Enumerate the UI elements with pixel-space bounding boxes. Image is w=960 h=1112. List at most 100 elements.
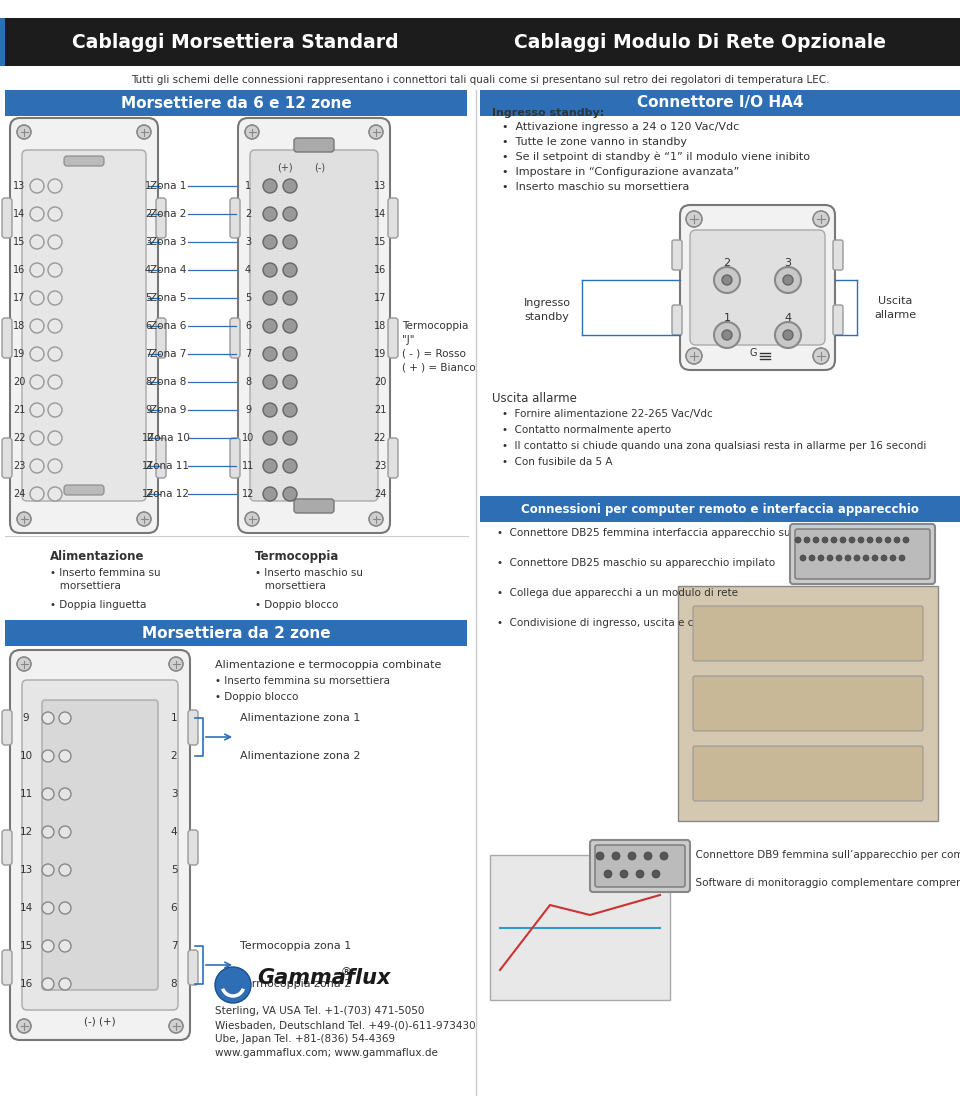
Text: Morsettiere da 6 e 12 zone: Morsettiere da 6 e 12 zone bbox=[121, 96, 351, 110]
Circle shape bbox=[42, 826, 54, 838]
Text: 18: 18 bbox=[373, 321, 386, 331]
Text: 11: 11 bbox=[142, 461, 155, 471]
Circle shape bbox=[283, 403, 297, 417]
Text: 2: 2 bbox=[245, 209, 252, 219]
Text: 1: 1 bbox=[145, 181, 151, 191]
Text: • Doppio blocco: • Doppio blocco bbox=[255, 600, 338, 610]
Circle shape bbox=[42, 749, 54, 762]
Circle shape bbox=[48, 179, 62, 193]
Circle shape bbox=[30, 264, 44, 277]
Text: Connessioni per computer remoto e interfaccia apparecchio: Connessioni per computer remoto e interf… bbox=[521, 503, 919, 516]
Circle shape bbox=[283, 264, 297, 277]
Circle shape bbox=[48, 207, 62, 221]
Text: Zona 9: Zona 9 bbox=[150, 405, 186, 415]
Circle shape bbox=[17, 1019, 31, 1033]
Circle shape bbox=[30, 459, 44, 473]
Text: www.gammaflux.com; www.gammaflux.de: www.gammaflux.com; www.gammaflux.de bbox=[215, 1048, 438, 1058]
Bar bbox=[5, 620, 467, 646]
Text: 4: 4 bbox=[145, 265, 151, 275]
Circle shape bbox=[845, 555, 851, 560]
FancyBboxPatch shape bbox=[22, 150, 146, 502]
Text: Zona 6: Zona 6 bbox=[150, 321, 186, 331]
Text: 2: 2 bbox=[145, 209, 151, 219]
Text: •  Con fusibile da 5 A: • Con fusibile da 5 A bbox=[502, 457, 612, 467]
Text: 1: 1 bbox=[724, 312, 731, 322]
Text: 11: 11 bbox=[242, 461, 254, 471]
Text: Alimentazione e termocoppia combinate: Alimentazione e termocoppia combinate bbox=[215, 661, 442, 671]
Circle shape bbox=[890, 555, 896, 560]
Circle shape bbox=[644, 852, 652, 860]
Text: 7: 7 bbox=[171, 941, 178, 951]
Text: 5: 5 bbox=[171, 865, 178, 875]
FancyBboxPatch shape bbox=[693, 746, 923, 801]
Text: •  Fornire alimentazione 22-265 Vac/Vdc: • Fornire alimentazione 22-265 Vac/Vdc bbox=[502, 409, 712, 419]
Bar bbox=[5, 90, 467, 116]
Text: Alimentazione zona 2: Alimentazione zona 2 bbox=[240, 751, 361, 761]
Circle shape bbox=[369, 125, 383, 139]
Text: 13: 13 bbox=[19, 865, 33, 875]
Circle shape bbox=[42, 977, 54, 990]
Circle shape bbox=[809, 555, 815, 560]
Circle shape bbox=[636, 870, 644, 878]
Text: Cablaggi Morsettiera Standard: Cablaggi Morsettiera Standard bbox=[72, 32, 398, 51]
Circle shape bbox=[795, 537, 801, 543]
Circle shape bbox=[840, 537, 846, 543]
Circle shape bbox=[263, 319, 277, 332]
FancyBboxPatch shape bbox=[795, 529, 930, 579]
Circle shape bbox=[822, 537, 828, 543]
Circle shape bbox=[283, 291, 297, 305]
Circle shape bbox=[596, 852, 604, 860]
FancyBboxPatch shape bbox=[790, 524, 935, 584]
Bar bbox=[480, 496, 960, 522]
Circle shape bbox=[59, 788, 71, 800]
Circle shape bbox=[804, 537, 810, 543]
Circle shape bbox=[137, 125, 151, 139]
Text: Zona 8: Zona 8 bbox=[150, 377, 186, 387]
Circle shape bbox=[42, 712, 54, 724]
Text: (-) (+): (-) (+) bbox=[84, 1017, 116, 1027]
Text: 15: 15 bbox=[19, 941, 33, 951]
Circle shape bbox=[714, 267, 740, 292]
Circle shape bbox=[48, 235, 62, 249]
FancyBboxPatch shape bbox=[250, 150, 378, 502]
Text: G: G bbox=[750, 348, 757, 358]
Text: 6: 6 bbox=[245, 321, 252, 331]
Text: Zona 7: Zona 7 bbox=[150, 349, 186, 359]
FancyBboxPatch shape bbox=[156, 438, 166, 478]
Text: (-): (-) bbox=[315, 163, 325, 173]
Circle shape bbox=[59, 940, 71, 952]
Circle shape bbox=[854, 555, 860, 560]
Circle shape bbox=[863, 555, 869, 560]
Text: 16: 16 bbox=[12, 265, 25, 275]
Text: Ube, Japan Tel. +81-(836) 54-4369: Ube, Japan Tel. +81-(836) 54-4369 bbox=[215, 1034, 396, 1044]
Circle shape bbox=[59, 864, 71, 876]
Circle shape bbox=[263, 487, 277, 502]
Text: 9: 9 bbox=[23, 713, 30, 723]
Text: 17: 17 bbox=[12, 292, 25, 302]
Circle shape bbox=[245, 512, 259, 526]
Text: 4: 4 bbox=[784, 312, 792, 322]
FancyBboxPatch shape bbox=[294, 499, 334, 513]
Circle shape bbox=[30, 375, 44, 389]
Text: Termocoppia zona 2: Termocoppia zona 2 bbox=[240, 979, 351, 989]
Text: 14: 14 bbox=[19, 903, 33, 913]
Text: 8: 8 bbox=[145, 377, 151, 387]
Circle shape bbox=[30, 487, 44, 502]
Text: 10: 10 bbox=[19, 751, 33, 761]
FancyBboxPatch shape bbox=[156, 318, 166, 358]
FancyBboxPatch shape bbox=[833, 240, 843, 270]
Text: 13: 13 bbox=[373, 181, 386, 191]
Circle shape bbox=[652, 870, 660, 878]
Circle shape bbox=[263, 179, 277, 193]
Text: 24: 24 bbox=[12, 489, 25, 499]
Text: 5: 5 bbox=[145, 292, 151, 302]
Text: 24: 24 bbox=[373, 489, 386, 499]
Text: Zona 10: Zona 10 bbox=[147, 433, 189, 443]
FancyBboxPatch shape bbox=[2, 950, 12, 985]
FancyBboxPatch shape bbox=[230, 198, 240, 238]
Circle shape bbox=[17, 125, 31, 139]
Circle shape bbox=[42, 902, 54, 914]
Text: 2: 2 bbox=[724, 258, 731, 268]
Text: 4: 4 bbox=[171, 827, 178, 837]
Circle shape bbox=[263, 347, 277, 361]
